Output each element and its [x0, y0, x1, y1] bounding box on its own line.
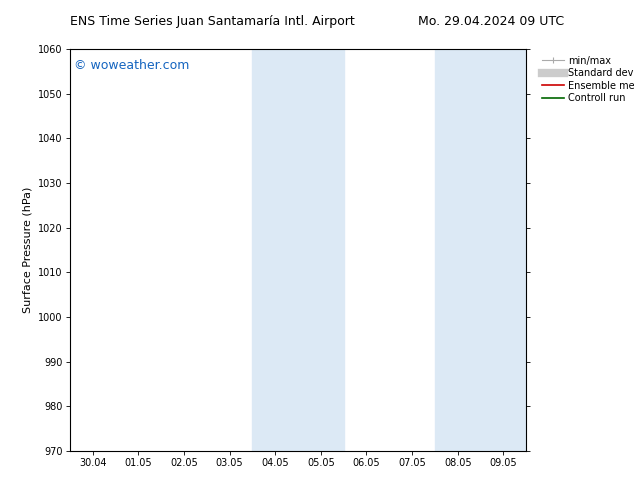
Y-axis label: Surface Pressure (hPa): Surface Pressure (hPa): [23, 187, 32, 313]
Text: © woweather.com: © woweather.com: [74, 59, 190, 72]
Text: ENS Time Series Juan Santamaría Intl. Airport: ENS Time Series Juan Santamaría Intl. Ai…: [70, 15, 354, 28]
Bar: [435, 49, 526, 451]
Text: Mo. 29.04.2024 09 UTC: Mo. 29.04.2024 09 UTC: [418, 15, 564, 28]
Bar: [252, 49, 344, 451]
Legend: min/max, Standard deviation, Ensemble mean run, Controll run: min/max, Standard deviation, Ensemble me…: [540, 54, 634, 105]
